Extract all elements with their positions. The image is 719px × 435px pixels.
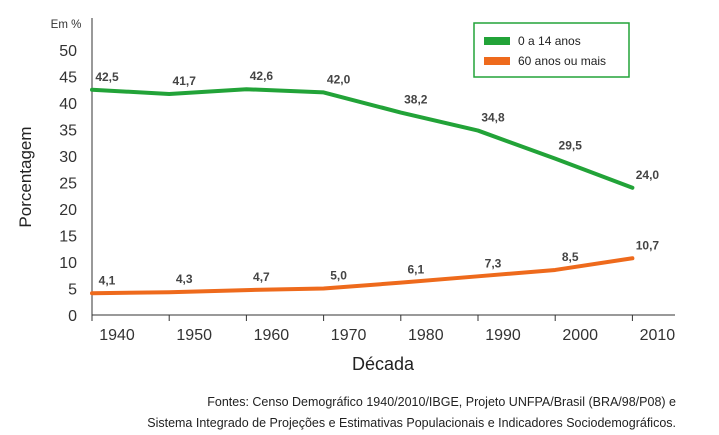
x-tick-label: 2000 bbox=[562, 327, 598, 344]
x-axis-title: Década bbox=[352, 354, 415, 374]
y-tick-label: 30 bbox=[59, 149, 77, 166]
data-point bbox=[167, 290, 171, 294]
data-label: 34,8 bbox=[481, 111, 505, 125]
y-tick-label: 0 bbox=[68, 308, 77, 325]
y-tick-label: 5 bbox=[68, 282, 77, 299]
x-tick-label: 1980 bbox=[408, 327, 444, 344]
data-label: 42,6 bbox=[250, 69, 274, 83]
x-tick-label: 1990 bbox=[485, 327, 521, 344]
y-tick-label: 15 bbox=[59, 229, 77, 246]
legend-label: 0 a 14 anos bbox=[518, 34, 581, 48]
data-label: 38,2 bbox=[404, 93, 428, 107]
data-point bbox=[630, 186, 634, 190]
source-note-line-2: Sistema Integrado de Projeções e Estimat… bbox=[147, 416, 676, 430]
legend-box bbox=[473, 22, 630, 78]
series-line-1 bbox=[90, 87, 635, 190]
legend-swatch bbox=[484, 37, 510, 45]
x-tick-label: 1940 bbox=[99, 327, 135, 344]
data-point bbox=[90, 88, 94, 92]
data-point bbox=[244, 87, 248, 91]
data-label: 4,7 bbox=[253, 270, 270, 284]
data-label: 8,5 bbox=[562, 250, 579, 264]
data-label: 7,3 bbox=[485, 256, 502, 270]
data-point bbox=[244, 288, 248, 292]
data-label: 24,0 bbox=[636, 168, 660, 182]
data-label: 4,1 bbox=[99, 273, 116, 287]
data-point bbox=[553, 157, 557, 161]
unit-label: Em % bbox=[51, 19, 82, 31]
data-label: 41,7 bbox=[173, 74, 197, 88]
legend-label: 60 anos ou mais bbox=[518, 54, 606, 68]
y-tick-label: 20 bbox=[59, 202, 77, 219]
data-point bbox=[322, 90, 326, 94]
data-label: 42,0 bbox=[327, 72, 351, 86]
y-tick-label: 10 bbox=[59, 255, 77, 272]
data-label: 42,5 bbox=[95, 70, 119, 84]
y-tick-label: 45 bbox=[59, 70, 77, 87]
data-point bbox=[476, 129, 480, 133]
data-label: 29,5 bbox=[559, 139, 583, 153]
x-tick-label: 1960 bbox=[254, 327, 290, 344]
data-label: 5,0 bbox=[330, 269, 347, 283]
data-label: 6,1 bbox=[407, 263, 424, 277]
data-label: 4,3 bbox=[176, 272, 193, 286]
x-tick-label: 2010 bbox=[640, 327, 676, 344]
data-point bbox=[399, 111, 403, 115]
data-point bbox=[90, 291, 94, 295]
data-point bbox=[553, 268, 557, 272]
y-tick-label: 40 bbox=[59, 96, 77, 113]
y-tick-label: 25 bbox=[59, 176, 77, 193]
y-axis-title: Porcentagem bbox=[16, 126, 35, 227]
data-label: 10,7 bbox=[636, 238, 660, 252]
y-tick-label: 50 bbox=[59, 43, 77, 60]
source-note-line-1: Fontes: Censo Demográfico 1940/2010/IBGE… bbox=[207, 395, 676, 409]
data-point bbox=[399, 281, 403, 285]
data-point bbox=[167, 92, 171, 96]
data-point bbox=[630, 256, 634, 260]
x-tick-label: 1950 bbox=[176, 327, 212, 344]
legend-swatch bbox=[484, 57, 510, 65]
data-point bbox=[476, 274, 480, 278]
y-tick-label: 35 bbox=[59, 123, 77, 140]
x-tick-label: 1970 bbox=[331, 327, 367, 344]
data-point bbox=[322, 287, 326, 290]
series-line-2 bbox=[90, 256, 635, 296]
